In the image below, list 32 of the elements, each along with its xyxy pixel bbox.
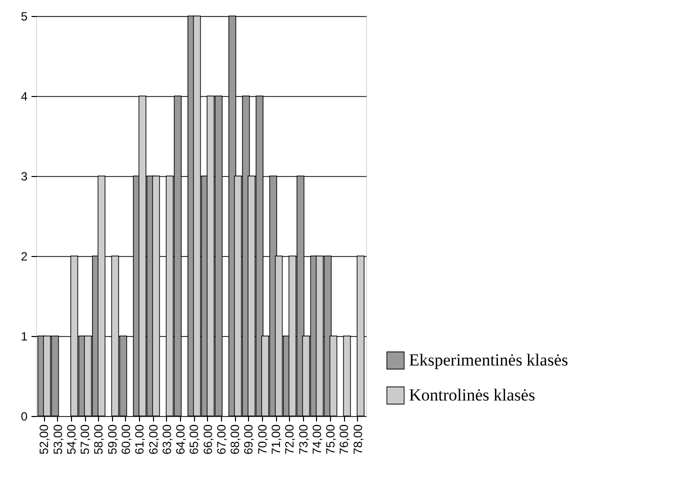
y-tick-label: 0 [20, 410, 28, 424]
x-tick-label: 61,00 [132, 424, 147, 455]
x-tick-label: 78,00 [350, 424, 365, 455]
x-tick-label: 64,00 [174, 424, 188, 455]
x-tick-label: 66,00 [200, 424, 215, 455]
legend-label: Kontrolinės klasės [409, 386, 536, 404]
x-tick-label: 54,00 [64, 424, 78, 455]
x-tick-label: 60,00 [119, 424, 133, 455]
y-tick-label: 2 [20, 250, 28, 264]
x-tick-label: 76,00 [337, 424, 352, 455]
y-tick-label: 3 [20, 170, 28, 184]
x-tick-label: 67,00 [214, 424, 228, 455]
y-tick-label: 4 [20, 90, 28, 104]
x-tick-label: 59,00 [105, 424, 120, 455]
x-tick-label: 69,00 [242, 424, 256, 455]
x-tick-label: 65,00 [187, 424, 202, 455]
x-tick-label: 68,00 [228, 424, 242, 455]
y-tick-label: 5 [20, 10, 28, 24]
x-tick-label: 71,00 [269, 424, 283, 455]
x-tick-label: 58,00 [92, 424, 106, 455]
x-tick-label: 53,00 [50, 424, 65, 455]
x-tick-label: 63,00 [160, 424, 174, 455]
x-tick-label: 72,00 [282, 424, 297, 455]
x-tick-label: 73,00 [296, 424, 310, 455]
x-tick-label: 70,00 [255, 424, 270, 455]
y-tick-label: 1 [20, 330, 28, 344]
x-tick-label: 75,00 [324, 424, 338, 455]
legend-label: Eksperimentinės klasės [409, 350, 568, 370]
x-tick-label: 52,00 [37, 424, 52, 455]
x-tick-label: 57,00 [78, 424, 92, 455]
x-tick-label: 74,00 [310, 424, 324, 455]
x-tick-label: 62,00 [146, 424, 160, 455]
